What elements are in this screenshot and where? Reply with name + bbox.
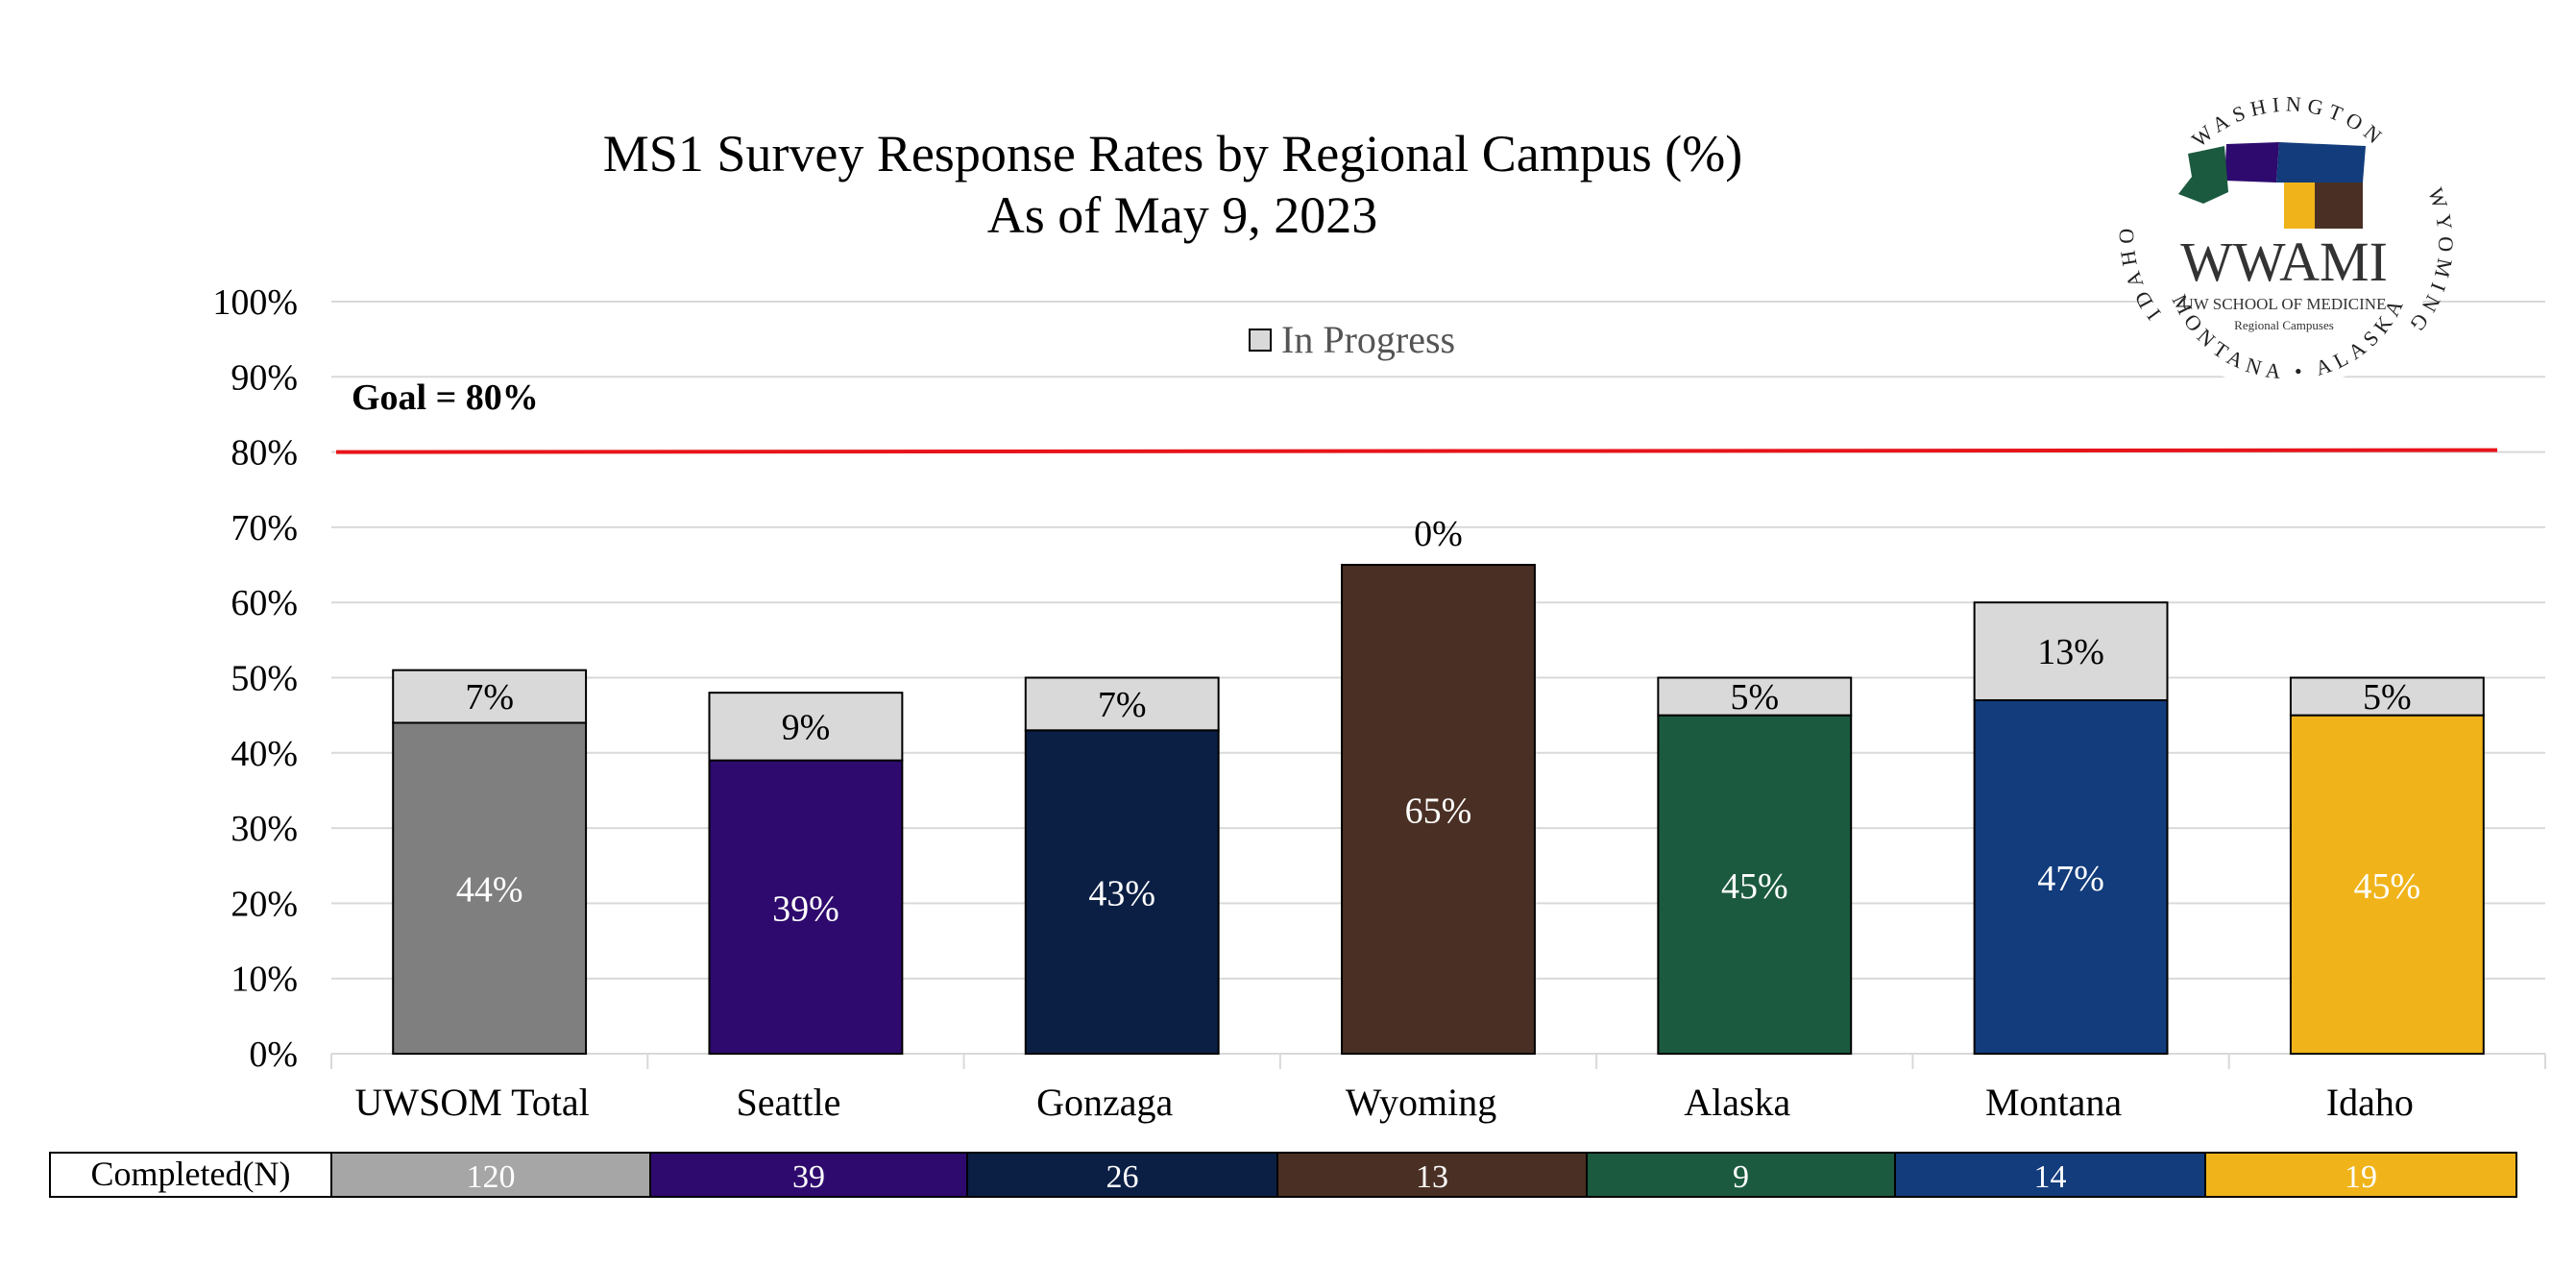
table-cell-value: 19: [2345, 1159, 2377, 1195]
logo-subtitle1: UW SCHOOL OF MEDICINE: [2182, 295, 2387, 313]
data-label-in-progress: 5%: [2363, 677, 2412, 718]
bar-completed: [1657, 714, 1853, 1056]
bar-completed: [1973, 698, 2169, 1055]
table-row-label-cell: [49, 1152, 332, 1198]
data-label-in-progress: 0%: [1414, 514, 1463, 554]
y-tick-label: 0%: [249, 1035, 298, 1075]
data-label-completed: 47%: [2037, 859, 2104, 899]
y-tick-label: 10%: [231, 960, 298, 1000]
bar-in-progress: [2289, 676, 2485, 717]
data-label-completed: 43%: [1088, 874, 1155, 914]
table-cell: [649, 1152, 968, 1198]
table-cell-value: 13: [1416, 1159, 1448, 1195]
data-label-in-progress: 9%: [782, 707, 831, 747]
wwami-seal-icon: WASHINGTON IDAHO WYOMING MONTANA • ALASK…: [2114, 82, 2452, 389]
bar-in-progress: [708, 692, 904, 762]
bar-in-progress: [392, 669, 588, 724]
table-cell-value: 14: [2034, 1159, 2067, 1195]
data-label-completed: 44%: [456, 870, 523, 911]
chart-subtitle: As of May 9, 2023: [986, 186, 1378, 244]
y-tick-label: 90%: [231, 357, 298, 398]
data-label-in-progress: 13%: [2037, 632, 2104, 672]
y-tick-label: 40%: [231, 734, 298, 774]
logo-wordmark: WWAMI: [2180, 231, 2388, 293]
data-label-in-progress: 5%: [1730, 677, 1779, 718]
goal-line: [335, 448, 2498, 454]
goal-label: Goal = 80%: [352, 377, 539, 418]
data-label-completed: 45%: [1721, 866, 1788, 907]
logo-subtitle2: Regional Campuses: [2234, 318, 2334, 332]
table-cell: [1276, 1152, 1588, 1198]
y-tick-label: 100%: [212, 282, 298, 323]
bar-completed: [392, 721, 588, 1055]
data-label-completed: 45%: [2354, 866, 2421, 907]
data-label-in-progress: 7%: [1098, 685, 1147, 725]
y-tick-label: 30%: [231, 809, 298, 849]
table-cell: [1894, 1152, 2206, 1198]
table-row-label: Completed(N): [91, 1155, 291, 1193]
table-cell-value: 120: [467, 1159, 516, 1195]
bar-completed: [1024, 729, 1220, 1055]
bar-in-progress: [1657, 676, 1853, 717]
table-cell: [1586, 1152, 1896, 1198]
legend-label-in-progress: In Progress: [1281, 318, 1456, 361]
bar-in-progress: [1973, 601, 2169, 701]
chart-title: MS1 Survey Response Rates by Regional Ca…: [602, 125, 1743, 183]
table-cell: [2204, 1152, 2517, 1198]
table-cell-value: 39: [792, 1159, 825, 1195]
chart-title-block: MS1 Survey Response Rates by Regional Ca…: [0, 123, 2576, 246]
legend: In Progress: [1249, 317, 1455, 362]
data-label-completed: 65%: [1405, 791, 1472, 832]
x-category-label: Wyoming: [1346, 1081, 1497, 1124]
wwami-logo: WASHINGTON IDAHO WYOMING MONTANA • ALASK…: [2111, 58, 2457, 423]
y-tick-label: 50%: [231, 659, 298, 699]
x-category-label: Seattle: [736, 1081, 840, 1124]
bar-completed: [1341, 564, 1536, 1055]
y-tick-label: 80%: [231, 433, 298, 474]
y-tick-label: 60%: [231, 583, 298, 623]
bar-completed: [708, 759, 904, 1055]
data-label-in-progress: 7%: [465, 677, 514, 718]
x-category-label: Montana: [1985, 1081, 2122, 1124]
bar-completed: [2289, 714, 2485, 1056]
table-cell-value: 9: [1733, 1159, 1749, 1195]
x-category-label: Alaska: [1684, 1081, 1790, 1124]
x-category-label: Gonzaga: [1036, 1081, 1173, 1124]
legend-swatch-in-progress: [1249, 328, 1272, 352]
x-category-label: Idaho: [2326, 1081, 2414, 1124]
data-label-completed: 39%: [772, 889, 839, 929]
table-cell-value: 26: [1106, 1159, 1139, 1195]
bar-in-progress: [1024, 676, 1220, 732]
y-tick-label: 70%: [231, 508, 298, 548]
x-category-label: UWSOM Total: [355, 1081, 590, 1124]
y-tick-label: 20%: [231, 884, 298, 924]
